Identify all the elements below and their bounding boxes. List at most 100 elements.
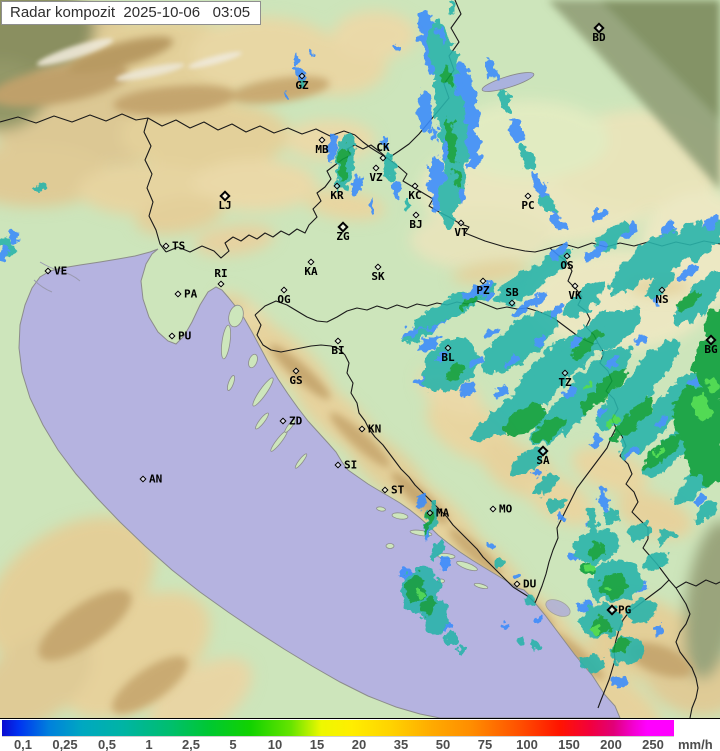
- radar-echo: [695, 500, 717, 524]
- radar-echo: [649, 294, 661, 306]
- radar-echo: [518, 145, 536, 171]
- station-label: VZ: [369, 171, 383, 184]
- radar-echo: [625, 446, 637, 458]
- radar-echo: [471, 401, 523, 443]
- station-label: VE: [54, 264, 68, 278]
- radar-echo: [609, 230, 677, 294]
- radar-echo: [351, 174, 363, 198]
- station-label: MB: [315, 143, 329, 156]
- station-label: BI: [331, 344, 345, 357]
- radar-echo: [457, 187, 467, 203]
- radar-echo: [509, 117, 523, 143]
- radar-echo: [292, 55, 300, 65]
- radar-echo: [588, 543, 606, 559]
- radar-echo: [439, 183, 457, 227]
- station-label: BG: [704, 343, 718, 356]
- radar-echo: [644, 434, 680, 470]
- station-label: TZ: [558, 376, 572, 389]
- radar-map: GZ BD MB CK VZ KR KC LJ ZG BJ VT PC TS VE RI KA SK OS PA OG…: [0, 0, 720, 718]
- radar-echo: [444, 631, 460, 645]
- radar-echo: [0, 247, 9, 261]
- radar-echo: [458, 381, 478, 399]
- radar-echo: [532, 417, 564, 443]
- lake-balaton: [481, 72, 535, 92]
- radar-echo: [430, 127, 438, 143]
- station-label: LJ: [218, 199, 232, 212]
- map-canvas: [0, 0, 720, 718]
- radar-echo: [672, 386, 720, 454]
- radar-echo: [535, 617, 543, 623]
- radar-echo: [485, 58, 499, 82]
- radar-echo: [563, 281, 605, 319]
- legend-tick: 1: [145, 737, 153, 751]
- radar-echo: [532, 476, 558, 496]
- radar-echo: [495, 557, 505, 565]
- station-label: PG: [618, 603, 632, 617]
- station-label: ST: [391, 483, 405, 497]
- station-label: CK: [376, 141, 390, 154]
- station-label: SI: [344, 458, 358, 472]
- radar-echo: [581, 380, 593, 392]
- radar-echo: [516, 637, 526, 645]
- legend-tick: 20: [351, 737, 367, 751]
- radar-echo: [442, 64, 452, 90]
- radar-echo: [676, 270, 720, 326]
- radar-echo: [532, 467, 544, 477]
- radar-echo: [650, 627, 664, 635]
- legend-tick: 2,5: [181, 737, 201, 751]
- radar-echo: [598, 488, 610, 512]
- station-label: KR: [330, 189, 344, 202]
- legend-tick: 15: [309, 737, 325, 751]
- legend-tick: 0,1: [13, 737, 33, 751]
- station-label: VK: [568, 289, 582, 302]
- map-title: Radar kompozit 2025-10-06 03:05: [1, 1, 262, 25]
- legend-tick: 50: [435, 737, 451, 751]
- radar-echo: [502, 623, 510, 629]
- radar-echo: [300, 80, 306, 90]
- radar-echo: [422, 339, 478, 393]
- radar-echo: [539, 194, 557, 216]
- radar-echo: [570, 331, 602, 361]
- legend-tick: 200: [600, 737, 622, 751]
- station-label: ZG: [336, 230, 350, 243]
- radar-echo: [421, 599, 435, 617]
- radar-echo: [436, 26, 446, 44]
- radar-echo: [29, 182, 51, 192]
- station-label: GZ: [295, 79, 309, 92]
- station-label: MO: [499, 502, 513, 516]
- radar-echo: [510, 448, 546, 476]
- station-label: TS: [172, 239, 186, 253]
- radar-echo: [382, 135, 388, 149]
- station-label: PA: [184, 287, 198, 301]
- radar-echo: [694, 494, 706, 506]
- station-label: BJ: [409, 218, 423, 231]
- radar-echo: [514, 305, 528, 317]
- radar-echo: [448, 1, 456, 15]
- radar-echo: [9, 230, 19, 242]
- radar-echo: [660, 220, 676, 236]
- radar-echo: [586, 506, 600, 538]
- radar-echo: [285, 91, 289, 99]
- radar-echo: [557, 514, 567, 522]
- adriatic-sea: [18, 248, 621, 718]
- radar-echo: [527, 250, 571, 286]
- venice-lagoon: [33, 261, 81, 293]
- radar-echo: [677, 289, 699, 311]
- legend-tick: 10: [267, 737, 283, 751]
- radar-echo: [532, 642, 540, 648]
- radar-echo: [643, 551, 669, 571]
- station-label: SA: [536, 454, 550, 467]
- radar-echo: [693, 394, 711, 422]
- radar-echo: [591, 625, 601, 633]
- station-label: SK: [371, 270, 385, 283]
- radar-echo: [611, 399, 653, 441]
- station-label: VT: [454, 226, 468, 239]
- station-label: OS: [560, 259, 574, 272]
- radar-echo: [440, 556, 452, 572]
- radar-echo: [383, 153, 397, 183]
- radar-echo: [581, 368, 627, 412]
- radar-echo: [416, 494, 426, 510]
- radar-echo: [588, 563, 598, 571]
- station-label: ZD: [289, 414, 303, 428]
